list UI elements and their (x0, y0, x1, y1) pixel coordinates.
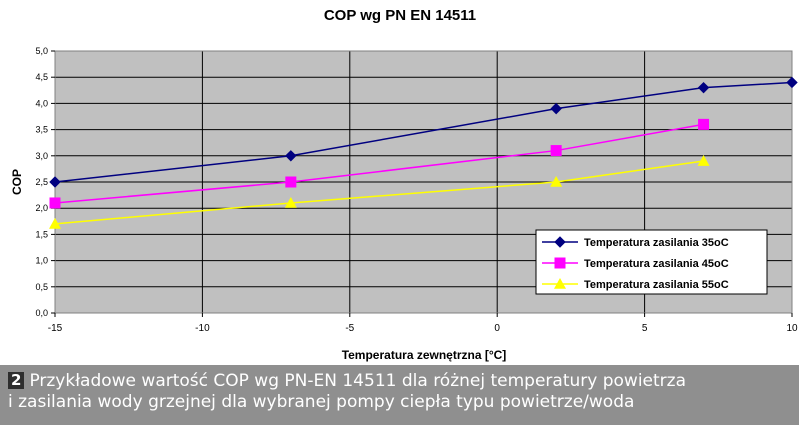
series-3 (49, 155, 710, 229)
y-tick-label: 4,0 (35, 98, 48, 108)
x-tick-label: 10 (786, 323, 798, 334)
y-tick-label: 3,5 (35, 125, 48, 135)
y-tick-label: 2,0 (35, 203, 48, 213)
data-point (786, 76, 798, 89)
x-tick-label: 5 (642, 323, 648, 334)
series-layer (49, 76, 798, 229)
data-point (697, 81, 710, 94)
series-1 (49, 76, 798, 188)
data-point (285, 176, 297, 188)
data-point (554, 236, 566, 248)
y-tick-label: 4,5 (35, 72, 48, 82)
data-point (284, 196, 297, 208)
data-point (550, 176, 563, 187)
series-line (54, 160, 704, 225)
figure-number-badge: 2 (8, 372, 25, 389)
y-tick-label: 0,5 (35, 282, 48, 292)
data-point (285, 150, 297, 162)
data-point (49, 197, 61, 209)
data-point (550, 102, 562, 115)
legend-label: Temperatura zasilania 45oC (584, 258, 729, 270)
series-line (54, 123, 704, 204)
y-tick-label: 1,0 (35, 256, 48, 266)
legend-label: Temperatura zasilania 55oC (584, 279, 729, 291)
x-tick-label: 0 (494, 323, 500, 334)
legend: Temperatura zasilania 35oC Temperatura za… (535, 229, 768, 295)
legend-entry: Temperatura zasilania 35oC (542, 236, 729, 249)
y-tick-label: 0,0 (35, 308, 48, 318)
data-point (554, 278, 566, 289)
data-point (698, 118, 710, 130)
data-point (554, 257, 566, 269)
gridlines (55, 51, 792, 313)
x-tick-label: -5 (345, 323, 354, 334)
y-tick-label: 1,5 (35, 229, 48, 239)
legend-entry: Temperatura zasilania 55oC (542, 278, 729, 291)
x-axis-label: Temperatura zewnętrzna [°C] (342, 348, 507, 362)
chart-title: COP wg PN EN 14511 (324, 7, 476, 24)
y-tick-label: 2,5 (35, 177, 48, 187)
data-point (550, 145, 562, 157)
legend-entry: Temperatura zasilania 45oC (542, 257, 729, 270)
data-point (49, 217, 61, 229)
caption-text-1: Przykładowe wartość COP wg PN-EN 14511 d… (29, 371, 686, 391)
data-point (697, 155, 710, 166)
y-tick-label: 5,0 (35, 46, 48, 56)
figure-caption: 2 Przykładowe wartość COP wg PN-EN 14511 … (0, 365, 799, 425)
y-tick-label: 3,0 (35, 151, 48, 161)
series-2 (49, 118, 710, 209)
x-tick-label: -10 (195, 323, 210, 334)
data-point (49, 176, 61, 188)
caption-line-2: i zasilania wody grzejnej dla wybranej p… (8, 392, 635, 412)
x-tick-label: -15 (48, 323, 63, 334)
y-axis-label: COP (10, 169, 24, 195)
legend-label: Temperatura zasilania 35oC (584, 237, 729, 249)
cop-chart: COP wg PN EN 14511 0,0 0,5 1,0 1,5 2,0 2,5 3,0… (10, 7, 798, 362)
x-axis-ticks: -15 -10 -5 0 5 10 (48, 313, 798, 334)
caption-line-1: 2 Przykładowe wartość COP wg PN-EN 14511 … (8, 371, 799, 392)
